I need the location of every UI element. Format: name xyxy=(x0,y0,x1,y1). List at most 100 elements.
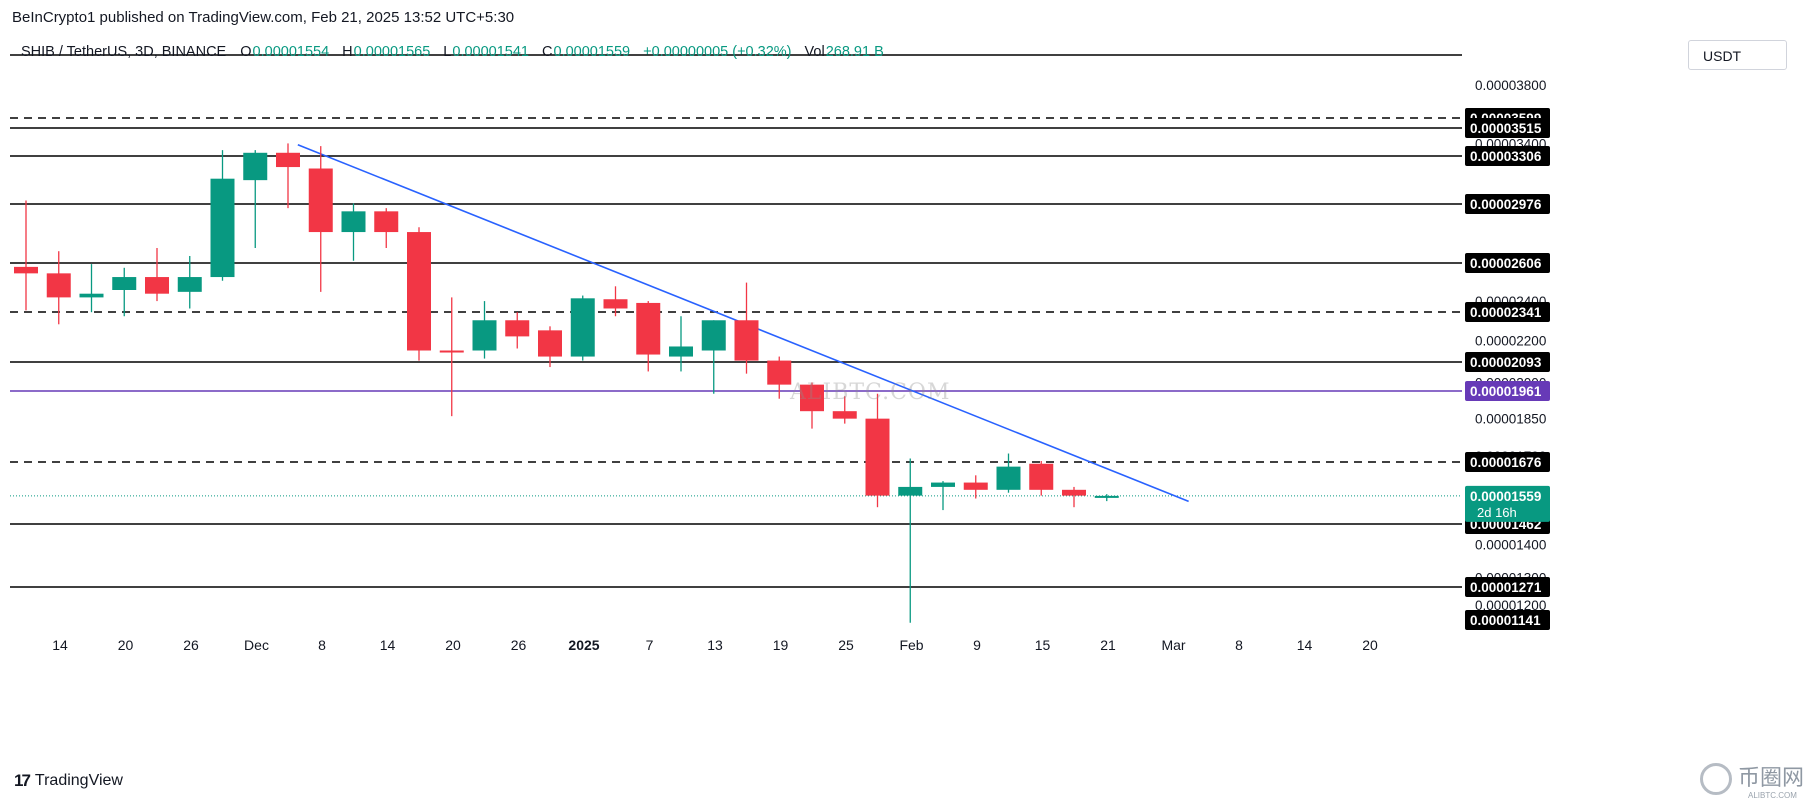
y-tick-label: 0.00001400 xyxy=(1475,537,1546,552)
x-tick-label: 15 xyxy=(1035,637,1051,653)
x-tick-label: Mar xyxy=(1161,637,1185,653)
candle-body xyxy=(603,299,628,309)
y-tick-label: 0.00003800 xyxy=(1475,78,1546,93)
x-tick-label: 2025 xyxy=(568,637,599,653)
y-tick-label: 0.00001850 xyxy=(1475,412,1546,427)
candle xyxy=(865,393,890,508)
open-value: 0.00001554 xyxy=(252,44,330,60)
candle-body xyxy=(505,320,530,337)
change-value: +0.00000005 (+0.32%) xyxy=(643,44,792,60)
candle xyxy=(603,286,628,317)
x-tick-label: 26 xyxy=(183,637,199,653)
candle-body xyxy=(243,152,268,181)
currency-button[interactable]: USDT xyxy=(1688,40,1787,70)
candle xyxy=(800,382,824,429)
candle-body xyxy=(734,320,759,361)
candle-body xyxy=(46,273,71,298)
candle xyxy=(112,267,137,317)
candle xyxy=(734,282,759,374)
candle-body xyxy=(963,482,988,490)
level-label: 0.00002976 xyxy=(1470,197,1542,212)
tradingview-icon: 17 xyxy=(14,771,31,790)
countdown-label: 2d 16h xyxy=(1477,505,1517,520)
y-tick-label: 0.00001200 xyxy=(1475,598,1546,613)
watermark-text: ALIBTC.COM xyxy=(790,380,951,405)
candle-body xyxy=(407,232,431,351)
candle-body xyxy=(276,152,300,168)
candle xyxy=(210,150,235,281)
candle-body xyxy=(112,277,137,290)
candle-body xyxy=(14,266,38,274)
candle-body xyxy=(145,277,169,294)
candle xyxy=(14,200,38,311)
candle xyxy=(1029,461,1054,496)
vol-value: 268.91 B xyxy=(825,44,884,60)
tradingview-logo[interactable]: 17 TradingView xyxy=(14,771,123,791)
candle-body xyxy=(79,293,104,298)
low-label: L xyxy=(443,44,452,60)
x-tick-label: 20 xyxy=(1362,637,1378,653)
candle xyxy=(243,150,268,249)
candle xyxy=(407,227,431,361)
candle xyxy=(767,356,792,399)
candle xyxy=(832,396,857,424)
candle-body xyxy=(832,411,857,419)
high-value: 0.00001565 xyxy=(353,44,431,60)
candle-body xyxy=(701,320,726,351)
candle xyxy=(996,453,1021,493)
level-label-box xyxy=(1465,610,1550,630)
level-label: 0.00001961 xyxy=(1470,384,1542,399)
current-price-box xyxy=(1465,485,1550,522)
candle-body xyxy=(865,418,890,496)
level-label-box xyxy=(1465,146,1550,166)
y-axis: 0.000038000.000034000.000024000.00002200… xyxy=(1475,78,1546,613)
level-label-box xyxy=(1465,253,1550,273)
candle xyxy=(46,251,71,325)
candle-body xyxy=(898,486,923,496)
level-label-box xyxy=(1465,381,1550,401)
coin-icon xyxy=(1700,763,1732,795)
corner-watermark-text: 币圈网 xyxy=(1738,766,1804,791)
candle-body xyxy=(1029,463,1054,490)
candle xyxy=(701,320,726,394)
level-label-box xyxy=(1465,194,1550,214)
x-tick-label: 25 xyxy=(838,637,854,653)
candle-body xyxy=(538,330,562,357)
candle-body xyxy=(767,360,792,385)
candle xyxy=(439,297,464,417)
x-tick-label: 14 xyxy=(52,637,68,653)
candle-body xyxy=(341,211,366,233)
level-label: 0.00001271 xyxy=(1470,580,1542,595)
candle xyxy=(308,146,333,292)
candle-body xyxy=(177,277,202,292)
candle-body xyxy=(472,320,497,351)
x-tick-label: 13 xyxy=(707,637,723,653)
candle xyxy=(1094,494,1119,502)
candle xyxy=(570,295,595,361)
symbol-label[interactable]: SHIB / TetherUS, 3D, BINANCE xyxy=(21,44,227,60)
candle xyxy=(505,312,530,349)
level-label-box xyxy=(1465,452,1550,472)
level-label: 0.00002341 xyxy=(1470,305,1542,320)
candle-body xyxy=(800,384,824,412)
candle-body xyxy=(931,482,955,487)
candle xyxy=(472,301,497,359)
candle xyxy=(177,255,202,309)
candle-body xyxy=(1094,495,1119,498)
x-tick-label: 20 xyxy=(445,637,461,653)
level-label-box xyxy=(1465,352,1550,372)
x-tick-label: 9 xyxy=(973,637,981,653)
level-label-box xyxy=(1465,302,1550,322)
x-tick-label: 14 xyxy=(380,637,396,653)
candle-body xyxy=(308,168,333,233)
candle xyxy=(898,458,923,623)
x-tick-label: 7 xyxy=(646,637,654,653)
candles-layer xyxy=(14,143,1119,623)
level-label-box xyxy=(1465,118,1550,138)
x-axis: 14 20 26 Dec 8 14 20 26 2025 7 13 19 25 Feb 9 15 21 Mar 8 1… xyxy=(52,637,1378,653)
candle xyxy=(145,248,169,302)
candle xyxy=(341,203,366,261)
candle-body xyxy=(1062,489,1086,496)
x-tick-label: 19 xyxy=(773,637,789,653)
